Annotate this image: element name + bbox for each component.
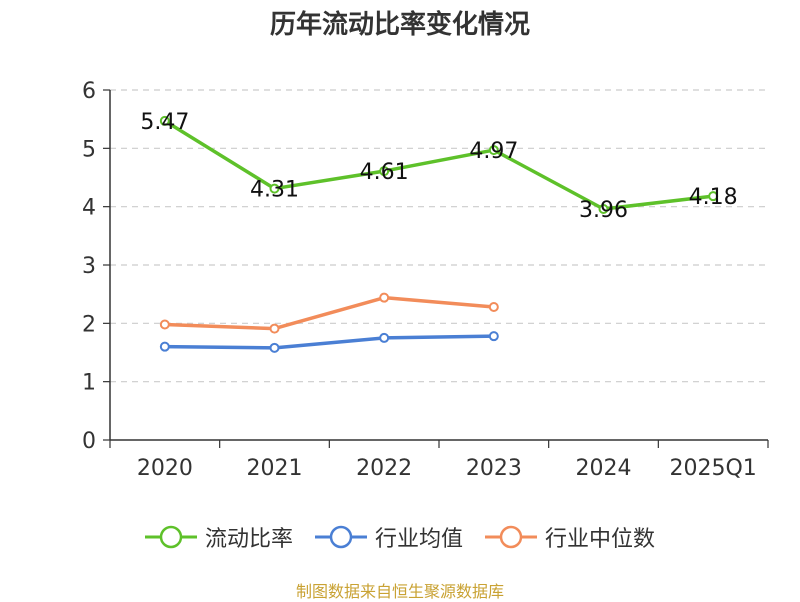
data-point [269,323,280,334]
data-point [159,115,170,126]
x-tick-label: 2025Q1 [670,456,757,481]
x-tick-label: 2024 [576,456,632,481]
data-point [159,341,170,352]
x-tick-label: 2020 [137,456,193,481]
legend-marker-ratio [144,525,197,549]
chart-title: 历年流动比率变化情况 [269,10,530,40]
data-label: 4.97 [469,139,518,164]
y-tick-label: 1 [82,371,96,396]
x-tick-label: 2022 [356,456,412,481]
legend-item-ratio[interactable]: 流动比率 [144,521,293,553]
legend-marker-industry-median [485,525,537,549]
y-tick-label: 0 [82,429,96,454]
data-point [379,166,390,177]
data-point [708,191,719,202]
data-label: 5.47 [140,110,189,135]
data-point [379,332,390,343]
y-tick-label: 4 [82,196,96,221]
legend-label-ratio: 流动比率 [204,527,293,552]
chart-legend: 流动比率 行业均值 行业中位数 [0,520,800,554]
data-point [598,204,609,214]
x-tick-label: 2021 [247,456,303,481]
series-line [163,119,714,211]
y-tick-label: 5 [82,137,96,162]
legend-item-industry-median[interactable]: 行业中位数 [485,521,655,553]
series-line [164,334,494,350]
data-label: 4.18 [689,185,738,210]
y-tick-label: 2 [82,312,96,337]
legend-label-industry-mean: 行业均值 [374,527,463,552]
data-label: 4.31 [250,178,299,203]
legend-marker-industry-mean [314,525,367,549]
data-point [488,145,499,156]
legend-item-industry-mean[interactable]: 行业均值 [314,521,463,553]
data-label: 3.96 [579,198,628,223]
x-tick-label: 2023 [466,456,522,481]
data-point [269,183,280,194]
data-point [379,292,390,303]
legend-label-industry-median: 行业中位数 [545,527,656,552]
y-tick-label: 6 [82,79,96,104]
data-label: 4.61 [360,160,409,185]
series-line [164,295,494,331]
data-point [269,342,280,353]
source-note: 制图数据来自恒生聚源数据库 [295,582,504,601]
data-point [159,319,170,330]
data-point [488,302,499,312]
data-point [488,331,499,342]
y-tick-label: 3 [82,254,96,279]
